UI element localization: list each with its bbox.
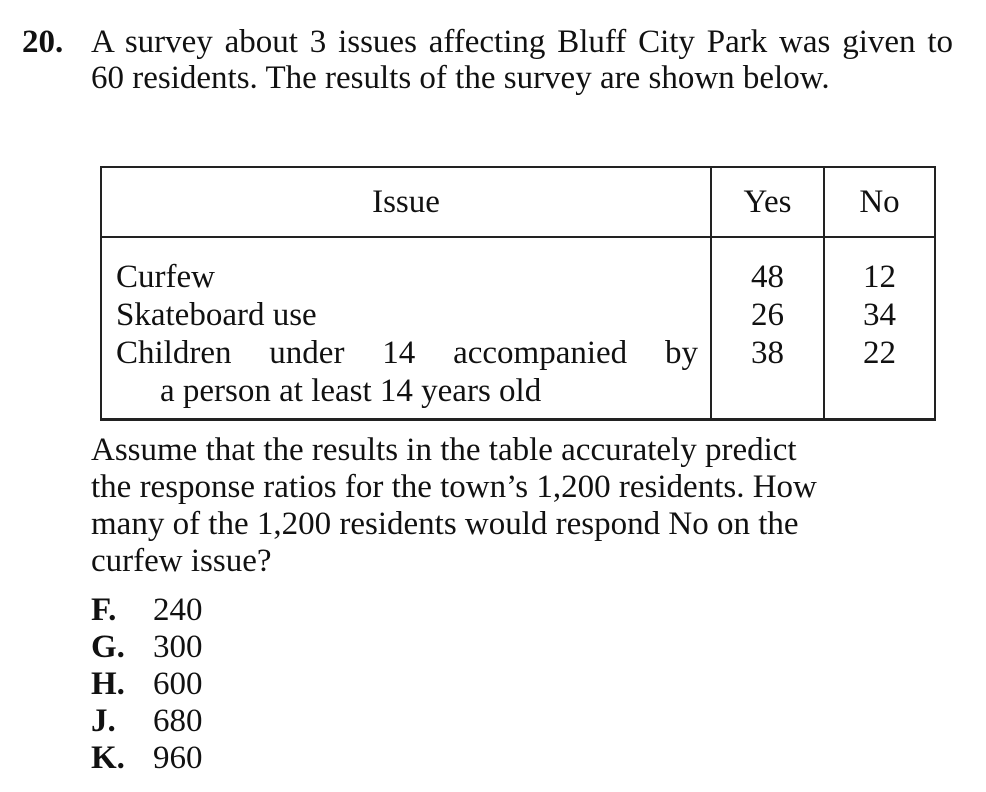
choice-letter: K. <box>91 740 125 776</box>
choice-value: 680 <box>153 703 203 739</box>
yes-curfew: 48 <box>751 259 784 295</box>
no-curfew: 12 <box>863 259 896 295</box>
no-column-header: No <box>823 166 936 238</box>
yes-skateboard-use: 26 <box>751 297 784 333</box>
survey-results-table: Issue Yes No Curfew Skateboard use Child… <box>100 166 936 421</box>
followup-question: Assume that the results in the table acc… <box>91 432 953 580</box>
issue-cell: Curfew Skateboard use Children under 14 … <box>100 237 711 421</box>
followup-line-3: many of the 1,200 residents would respon… <box>91 506 799 542</box>
answer-choice-j[interactable]: J. 680 <box>91 703 203 740</box>
choice-value: 240 <box>153 592 203 628</box>
choice-letter: G. <box>91 629 125 665</box>
answer-choice-k[interactable]: K. 960 <box>91 740 203 777</box>
table-body-row: Curfew Skateboard use Children under 14 … <box>100 237 936 421</box>
answer-choice-h[interactable]: H. 600 <box>91 666 203 703</box>
yes-children: 38 <box>751 335 784 371</box>
question-number: 20. <box>22 24 64 60</box>
choice-letter: F. <box>91 592 117 628</box>
issue-skateboard-use: Skateboard use <box>116 297 317 333</box>
issue-children-line2: a person at least 14 years old <box>160 373 542 409</box>
choice-value: 960 <box>153 740 203 776</box>
no-skateboard-use: 34 <box>863 297 896 333</box>
followup-line-2: the response ratios for the town’s 1,200… <box>91 469 817 505</box>
issue-column-header: Issue <box>100 166 711 238</box>
choice-letter: H. <box>91 666 125 702</box>
followup-line-4: curfew issue? <box>91 543 272 579</box>
issue-children-line1: Children under 14 accompanied by <box>116 335 698 371</box>
question-stem: A survey about 3 issues affecting Bluff … <box>91 24 953 96</box>
yes-column-header: Yes <box>710 166 824 238</box>
choice-value: 300 <box>153 629 203 665</box>
choice-letter: J. <box>91 703 116 739</box>
issue-curfew: Curfew <box>116 259 215 295</box>
no-children: 22 <box>863 335 896 371</box>
yes-values-cell: 48 26 38 <box>710 237 824 421</box>
answer-choice-f[interactable]: F. 240 <box>91 592 203 629</box>
answer-choice-g[interactable]: G. 300 <box>91 629 203 666</box>
answer-choices: F. 240 G. 300 H. 600 J. 680 K. 960 <box>91 592 203 777</box>
table-header-row: Issue Yes No <box>100 166 936 238</box>
choice-value: 600 <box>153 666 203 702</box>
no-values-cell: 12 34 22 <box>823 237 936 421</box>
followup-line-1: Assume that the results in the table acc… <box>91 432 797 468</box>
